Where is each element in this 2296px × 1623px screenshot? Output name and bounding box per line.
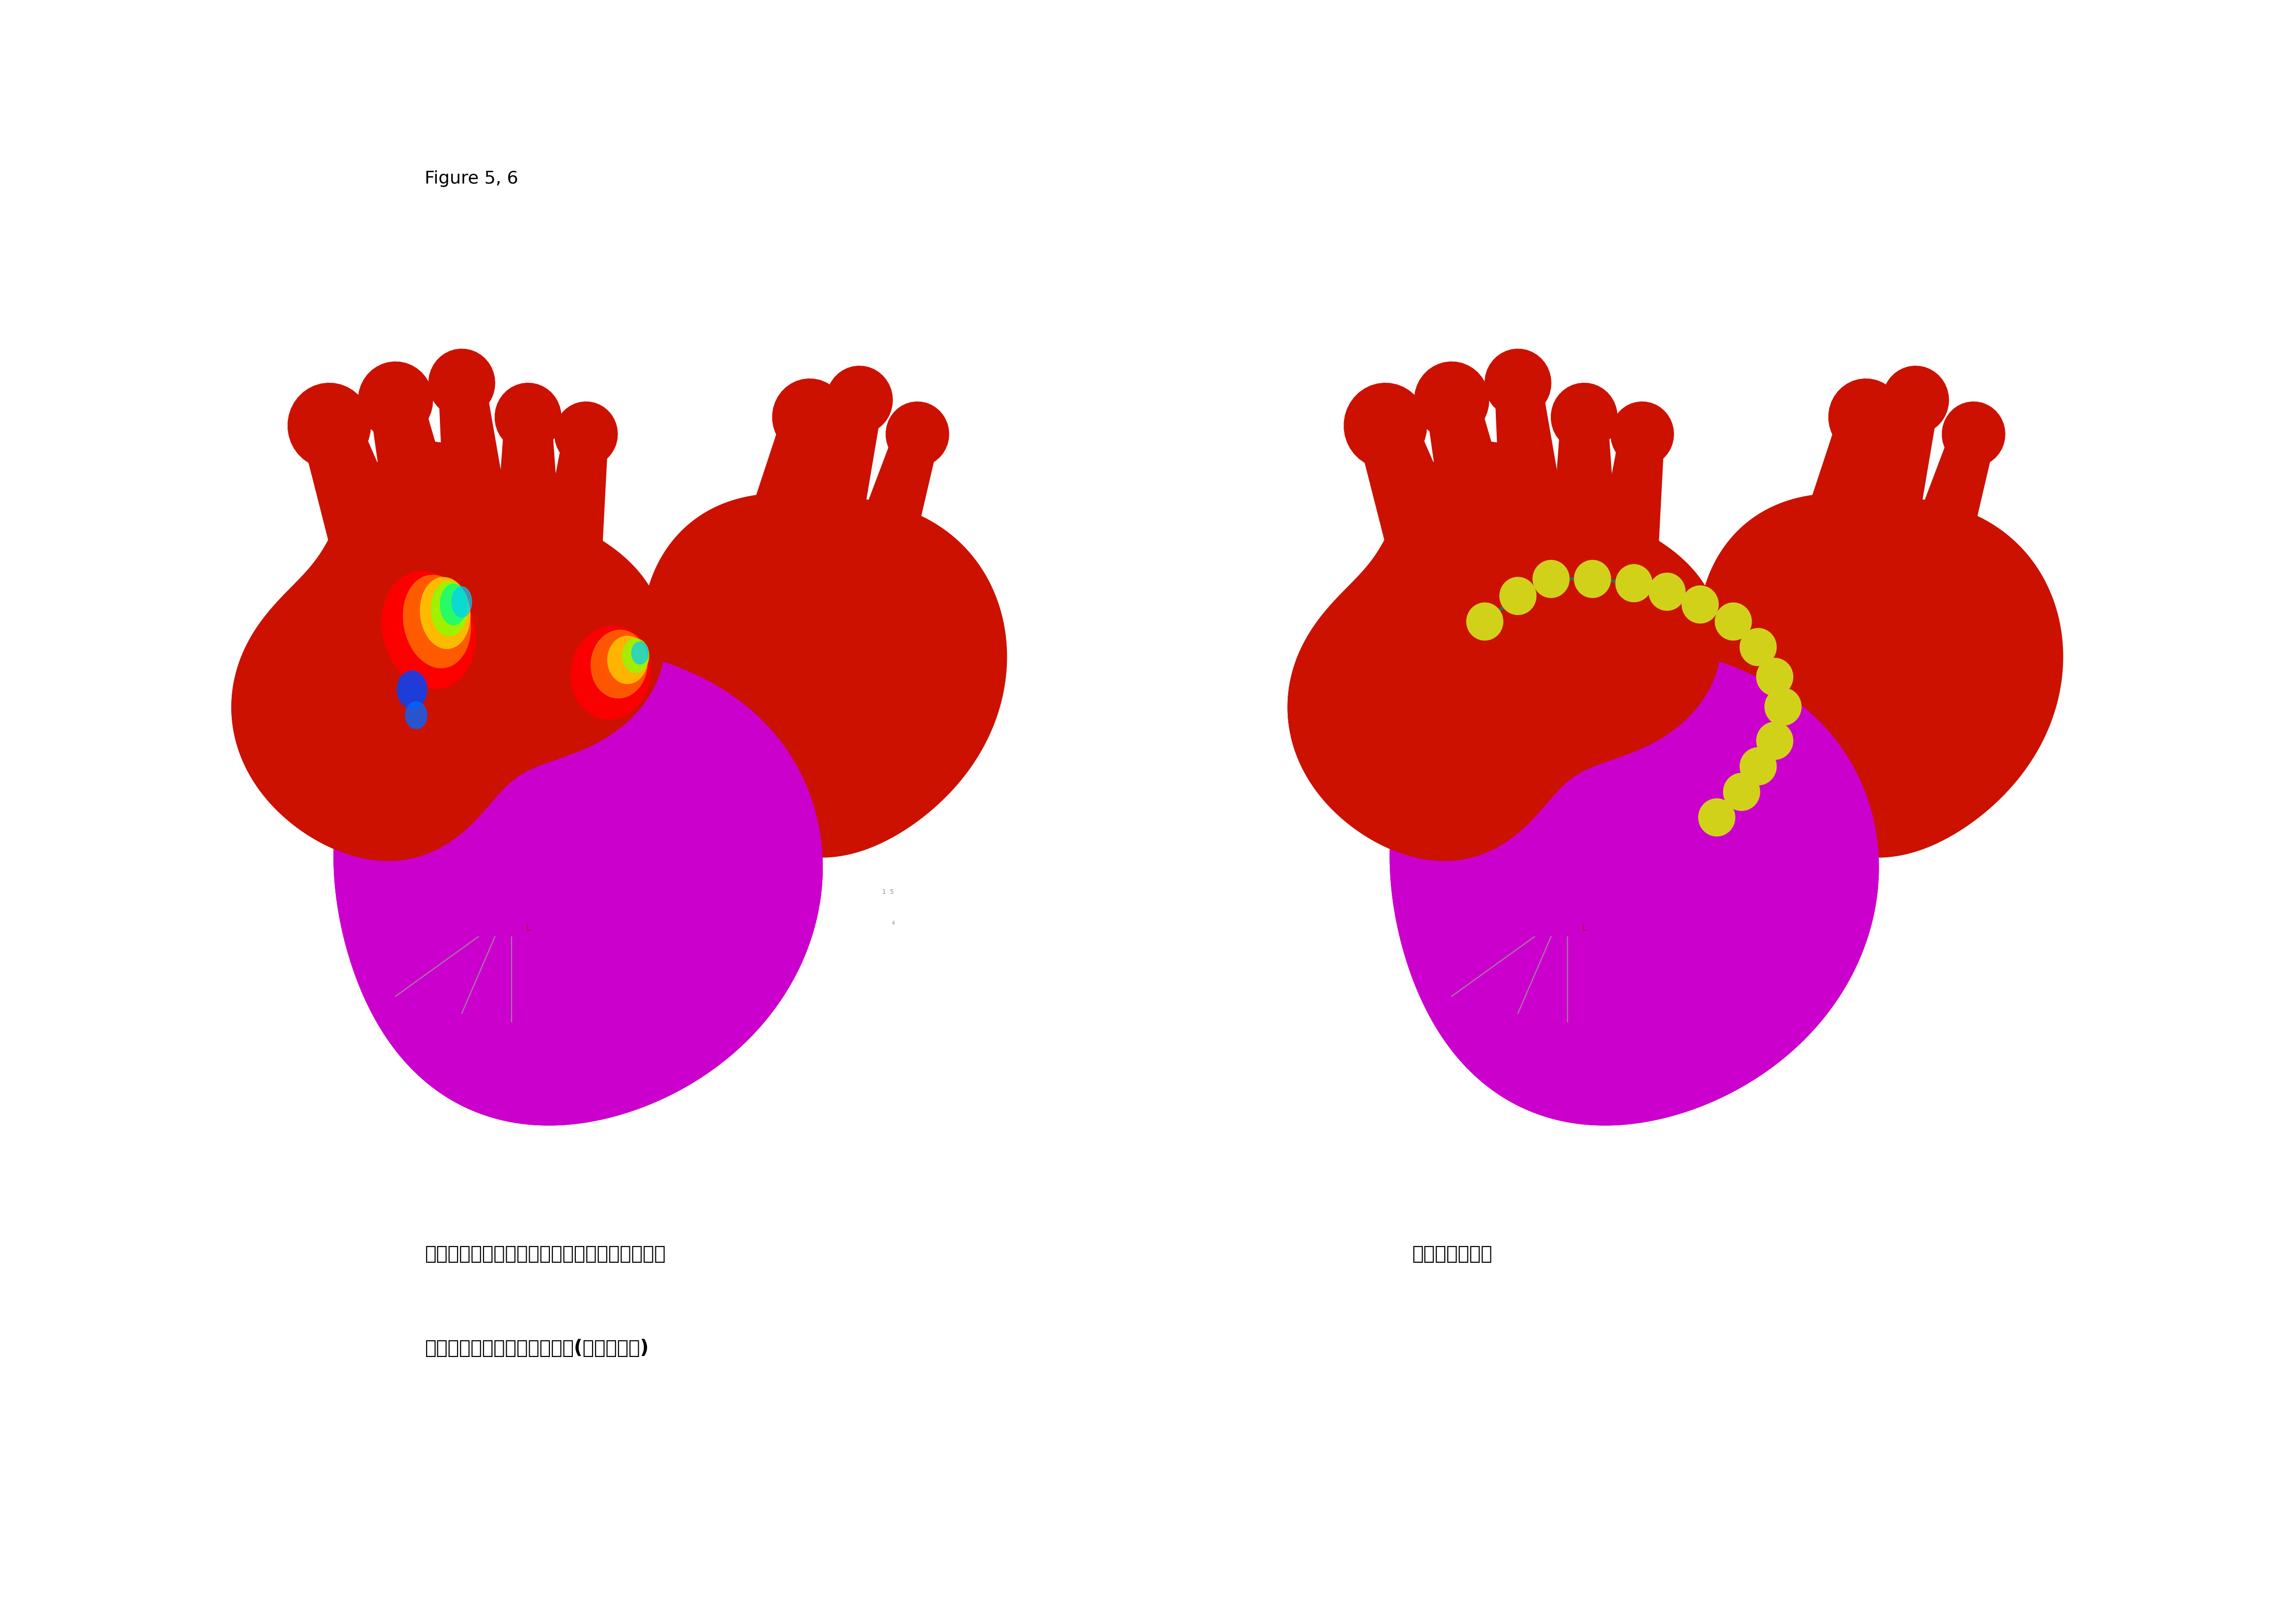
Polygon shape: [1426, 394, 1522, 562]
Text: 術前の三次元マッピング画像(左心房背面): 術前の三次元マッピング画像(左心房背面): [425, 1339, 650, 1357]
Polygon shape: [794, 394, 882, 545]
Polygon shape: [429, 349, 496, 417]
Polygon shape: [1724, 773, 1759, 810]
Polygon shape: [1649, 573, 1685, 610]
Polygon shape: [333, 639, 822, 1125]
Polygon shape: [1616, 565, 1653, 602]
Polygon shape: [1683, 586, 1717, 623]
Polygon shape: [1942, 403, 2004, 466]
Polygon shape: [1552, 417, 1616, 553]
Polygon shape: [622, 638, 650, 672]
Polygon shape: [232, 441, 666, 860]
Polygon shape: [1766, 688, 1802, 725]
Polygon shape: [631, 643, 647, 664]
Polygon shape: [1756, 659, 1793, 696]
Polygon shape: [1828, 378, 1903, 456]
Polygon shape: [496, 417, 560, 553]
Polygon shape: [1534, 560, 1568, 597]
Polygon shape: [1715, 602, 1752, 639]
Polygon shape: [1467, 602, 1504, 639]
Polygon shape: [590, 630, 647, 698]
Polygon shape: [886, 403, 948, 466]
Polygon shape: [1740, 628, 1777, 665]
Polygon shape: [1575, 560, 1612, 597]
Text: L: L: [526, 923, 530, 933]
Polygon shape: [537, 432, 608, 575]
Polygon shape: [1499, 578, 1536, 615]
Polygon shape: [1616, 565, 1653, 602]
Polygon shape: [1534, 560, 1568, 597]
Polygon shape: [432, 581, 468, 636]
Polygon shape: [1612, 403, 1674, 466]
Polygon shape: [404, 575, 471, 669]
Polygon shape: [439, 380, 512, 540]
Polygon shape: [1724, 773, 1759, 810]
Polygon shape: [1357, 415, 1474, 584]
Text: 1  5: 1 5: [882, 889, 893, 896]
Polygon shape: [771, 378, 847, 456]
Polygon shape: [1795, 411, 1892, 563]
Polygon shape: [1343, 383, 1426, 467]
Polygon shape: [1851, 394, 1938, 545]
Polygon shape: [1495, 380, 1568, 540]
Polygon shape: [441, 584, 466, 625]
Text: 4: 4: [891, 920, 895, 925]
Polygon shape: [1699, 799, 1736, 836]
Polygon shape: [1552, 383, 1616, 451]
Polygon shape: [232, 441, 666, 860]
Polygon shape: [1649, 573, 1685, 610]
Polygon shape: [420, 578, 471, 649]
Polygon shape: [1288, 441, 1722, 860]
Polygon shape: [556, 403, 618, 466]
Polygon shape: [1683, 586, 1717, 623]
Polygon shape: [827, 367, 893, 433]
Polygon shape: [845, 427, 939, 579]
Polygon shape: [1766, 688, 1802, 725]
Polygon shape: [1740, 748, 1777, 786]
Polygon shape: [1575, 560, 1612, 597]
Polygon shape: [1414, 362, 1488, 438]
Text: 心房細動に対するカテーテルアブレーション例: 心房細動に対するカテーテルアブレーション例: [425, 1245, 666, 1263]
Polygon shape: [406, 701, 427, 729]
Text: L: L: [1582, 923, 1587, 933]
Polygon shape: [496, 383, 560, 451]
Polygon shape: [1715, 602, 1752, 639]
Polygon shape: [287, 383, 370, 467]
Text: 肺静脈隠離術後: 肺静脈隠離術後: [1412, 1245, 1492, 1263]
Polygon shape: [452, 586, 471, 617]
Polygon shape: [643, 493, 1006, 857]
Polygon shape: [1699, 799, 1736, 836]
Polygon shape: [370, 394, 466, 562]
Polygon shape: [358, 362, 432, 438]
Polygon shape: [1756, 722, 1793, 760]
Polygon shape: [381, 571, 475, 688]
Polygon shape: [1486, 349, 1552, 417]
Polygon shape: [1389, 639, 1878, 1125]
Polygon shape: [301, 415, 418, 584]
Polygon shape: [572, 626, 650, 719]
Polygon shape: [1593, 432, 1665, 575]
Polygon shape: [608, 636, 647, 683]
Polygon shape: [1740, 628, 1777, 665]
Polygon shape: [1288, 441, 1722, 860]
Polygon shape: [1756, 659, 1793, 696]
Polygon shape: [1699, 493, 2062, 857]
Polygon shape: [739, 411, 836, 563]
Text: Figure 5, 6: Figure 5, 6: [425, 170, 519, 187]
Polygon shape: [1883, 367, 1949, 433]
Polygon shape: [1901, 427, 1995, 579]
Polygon shape: [1389, 639, 1878, 1125]
Polygon shape: [1756, 722, 1793, 760]
Polygon shape: [397, 670, 427, 708]
Polygon shape: [333, 639, 822, 1125]
Polygon shape: [1499, 578, 1536, 615]
Polygon shape: [1740, 748, 1777, 786]
Polygon shape: [1467, 602, 1504, 639]
